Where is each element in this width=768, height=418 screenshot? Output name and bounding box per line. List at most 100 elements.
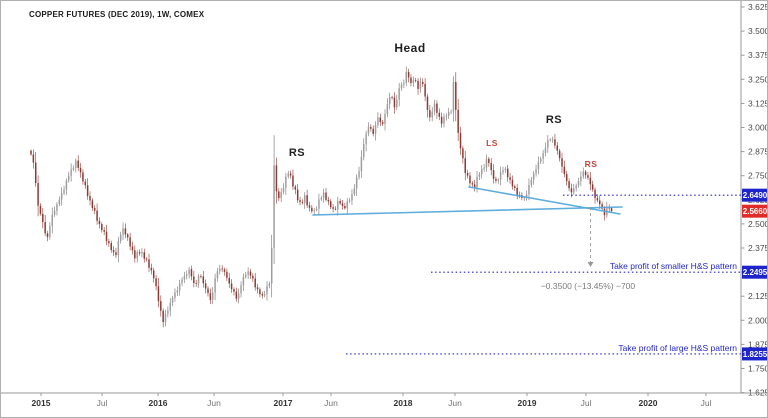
annotation-head[interactable]: Head	[394, 41, 425, 55]
price-badge-value: 2.5660	[743, 207, 768, 216]
candle-body	[233, 289, 235, 292]
candle-body	[329, 201, 332, 208]
y-axis-label: 1.8750	[748, 339, 768, 349]
candle-body	[400, 84, 403, 89]
candle-body	[384, 114, 386, 124]
candle-body	[360, 156, 363, 172]
candle-body	[190, 269, 193, 277]
candle-body	[492, 170, 495, 179]
candle-body	[306, 195, 308, 206]
candle-body	[396, 99, 398, 108]
candle-body	[313, 210, 315, 212]
candle-body	[228, 277, 230, 284]
candle-body	[211, 292, 214, 300]
candle-body	[469, 175, 471, 184]
candle-body	[551, 139, 554, 141]
candle-body	[596, 198, 599, 201]
candle-body	[341, 203, 344, 207]
candle-body	[497, 179, 500, 181]
candle-body	[296, 189, 299, 201]
candle-body	[398, 88, 400, 100]
candle-body	[589, 177, 592, 185]
candle-body	[145, 258, 148, 260]
candle-body	[327, 199, 330, 202]
candle-body	[117, 240, 120, 256]
candle-body	[502, 170, 504, 173]
trendline-small-hs-neckline[interactable]	[468, 186, 621, 215]
candle-body	[216, 271, 219, 279]
annotation-rs[interactable]: RS	[289, 147, 305, 159]
candle-body	[79, 167, 82, 173]
annotation-ls[interactable]: LS	[486, 138, 498, 148]
candle-body	[98, 220, 101, 225]
candle-body	[119, 234, 122, 241]
candle-body	[457, 109, 459, 133]
candle-body	[46, 233, 49, 238]
candle-body	[582, 171, 584, 177]
candle-body	[304, 195, 306, 203]
candle-body	[56, 204, 58, 211]
annotation-rs[interactable]: RS	[585, 159, 598, 169]
candle-body	[131, 246, 134, 251]
candle-body	[405, 71, 407, 83]
y-axis-label: 2.3750	[748, 243, 768, 253]
candle-body	[433, 103, 436, 112]
candle-body	[263, 294, 266, 296]
candle-body	[58, 199, 61, 205]
candle-body	[278, 191, 280, 199]
candle-body	[485, 158, 488, 168]
candle-body	[219, 268, 221, 272]
candle-body	[542, 153, 544, 159]
candle-body	[462, 148, 464, 159]
candle-body	[287, 173, 289, 177]
candle-body	[337, 201, 339, 210]
candle-body	[353, 188, 356, 194]
candle-body	[96, 210, 98, 221]
y-axis-label: 1.7500	[748, 364, 768, 374]
y-axis-label: 2.0000	[748, 315, 768, 325]
candle-body	[226, 271, 228, 278]
candle-body	[178, 283, 181, 291]
candle-body	[249, 271, 252, 276]
annotation-rs[interactable]: RS	[546, 114, 562, 126]
candle-body	[525, 194, 528, 198]
candle-body	[443, 116, 445, 124]
candle-body	[259, 289, 261, 295]
candle-body	[197, 276, 200, 284]
candle-body	[438, 112, 441, 117]
candle-body	[370, 127, 372, 129]
candle-body	[63, 189, 65, 194]
candle-body	[374, 125, 377, 134]
candle-body	[436, 103, 438, 113]
price-badge-bg	[742, 347, 767, 361]
x-axis-label: 2020	[639, 398, 658, 408]
y-axis-label: 3.2500	[748, 74, 768, 84]
candle-body	[101, 224, 103, 231]
candle-body	[358, 171, 360, 178]
candle-body	[322, 192, 325, 198]
candle-body	[367, 127, 370, 134]
candle-body	[141, 252, 143, 254]
candle-body	[84, 181, 87, 186]
candle-body	[599, 200, 601, 205]
candle-body	[591, 184, 594, 190]
candle-body	[174, 292, 176, 299]
trendline-large-hs-neckline[interactable]	[312, 206, 623, 216]
candle-body	[473, 184, 476, 188]
candle-body	[167, 310, 169, 314]
candle-body	[431, 111, 433, 118]
candle-body	[601, 204, 603, 209]
candle-body	[355, 177, 358, 189]
take-profit-label[interactable]: Take profit of large H&S pattern	[618, 343, 737, 353]
y-axis-label: 2.1250	[748, 291, 768, 301]
candle-body	[318, 199, 320, 209]
candle-body	[471, 183, 474, 185]
candle-body	[610, 208, 613, 212]
candle-body	[386, 104, 389, 115]
take-profit-label[interactable]: Take profit of smaller H&S pattern	[610, 261, 737, 271]
candle-body	[89, 195, 91, 201]
candle-body	[51, 214, 53, 227]
price-badge-value: 2.2495	[743, 268, 768, 277]
candle-body	[452, 82, 455, 112]
